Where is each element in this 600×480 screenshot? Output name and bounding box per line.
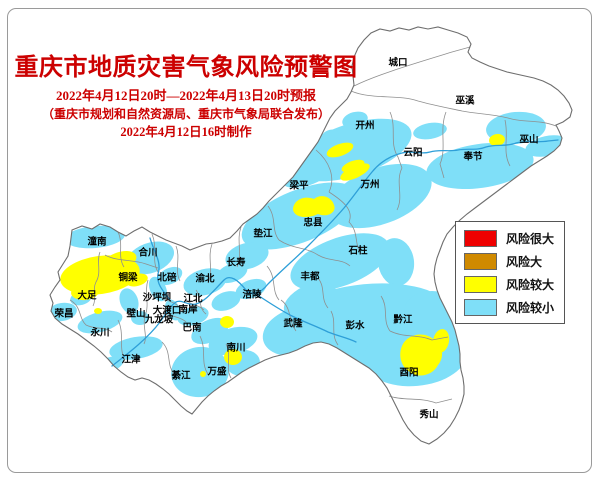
- legend-color-swatch: [464, 299, 497, 316]
- legend-label: 风险较小: [506, 301, 555, 315]
- district-label: 武隆: [283, 318, 303, 330]
- issue-time: 2022年4月12日16时制作: [120, 125, 252, 139]
- district-label: 涪陵: [242, 289, 262, 301]
- district-label: 开州: [355, 121, 374, 132]
- legend-item: 风险较小: [464, 296, 564, 319]
- district-label: 铜梁: [118, 272, 138, 284]
- district-label: 垫江: [253, 228, 273, 240]
- district-label: 綦江: [170, 370, 191, 382]
- issuing-agencies: （重庆市规划和自然资源局、重庆市气象局联合发布）: [41, 107, 330, 121]
- yangtze-river: [111, 139, 559, 367]
- risk-medium-layer: [60, 133, 505, 377]
- district-label: 九龙坡: [144, 314, 174, 326]
- district-label: 永川: [89, 327, 109, 339]
- district-label: 石柱: [347, 245, 368, 257]
- legend-color-swatch: [464, 276, 497, 293]
- legend-label: 风险较大: [506, 278, 555, 292]
- district-label: 合川: [138, 247, 157, 259]
- legend-item: 风险大: [464, 250, 564, 273]
- district-label: 巴南: [182, 322, 202, 334]
- district-label: 黔江: [392, 314, 413, 326]
- page-title: 重庆市地质灾害气象风险预警图: [14, 55, 358, 81]
- forecast-period: 2022年4月12日20时—2022年4月13日20时预报: [55, 88, 316, 103]
- district-label: 万盛: [206, 366, 227, 378]
- district-label: 云阳: [403, 148, 422, 159]
- wujiang-river: [255, 293, 357, 343]
- legend-label: 风险很大: [506, 232, 555, 246]
- rivers: [111, 139, 559, 367]
- district-label: 渝北: [195, 273, 215, 285]
- district-label: 北碚: [157, 272, 177, 284]
- district-label: 潼南: [87, 236, 107, 248]
- district-label: 沙坪坝: [143, 292, 172, 304]
- district-label: 彭水: [345, 320, 365, 332]
- district-label: 江津: [121, 354, 141, 366]
- district-label: 大渡口: [153, 305, 182, 317]
- district-label: 长寿: [226, 257, 246, 269]
- district-label: 丰都: [300, 271, 320, 283]
- district-label: 城口: [388, 57, 407, 69]
- district-label: 忠县: [303, 217, 323, 229]
- district-borders: [69, 46, 557, 404]
- district-label: 壁山: [126, 308, 145, 320]
- legend-item: 风险较大: [464, 273, 564, 296]
- legend-color-swatch: [464, 230, 497, 247]
- legend-color-swatch: [464, 253, 497, 270]
- district-label: 巫溪: [455, 95, 475, 107]
- district-label: 奉节: [462, 151, 483, 163]
- district-label: 巫山: [519, 134, 538, 146]
- risk-legend: 风险很大风险大风险较大风险较小: [455, 221, 565, 324]
- district-label: 秀山: [418, 409, 438, 421]
- district-label: 南岸: [178, 304, 198, 316]
- legend-items: 风险很大风险大风险较大风险较小: [464, 227, 564, 319]
- district-label: 荣昌: [53, 308, 73, 320]
- map-header: 重庆市地质灾害气象风险预警图 2022年4月12日20时—2022年4月13日2…: [10, 54, 362, 141]
- district-label: 大足: [77, 290, 97, 302]
- jialing-river: [149, 237, 171, 301]
- district-label: 梁平: [288, 180, 309, 192]
- district-label: 南川: [226, 342, 245, 354]
- legend-label: 风险大: [506, 255, 543, 269]
- district-label: 万州: [359, 180, 379, 191]
- district-label: 江北: [183, 293, 203, 305]
- legend-item: 风险很大: [464, 227, 564, 250]
- district-label: 酉阳: [399, 368, 418, 379]
